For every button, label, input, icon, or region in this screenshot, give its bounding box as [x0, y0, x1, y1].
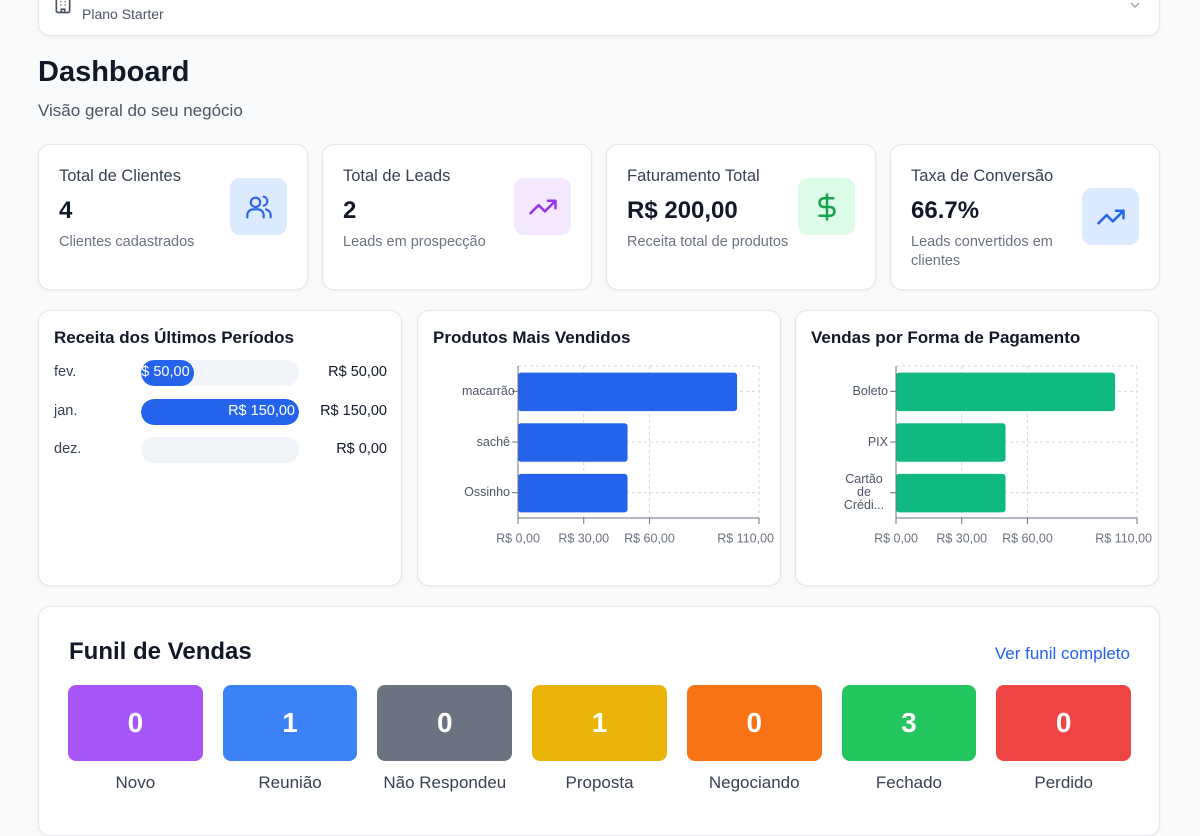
stat-label: Taxa de Conversão [911, 167, 1054, 185]
bar: R$ 150,00 [141, 399, 299, 425]
stat-description: Leads em prospecção [343, 234, 486, 250]
chart-plot: R$ 0,00 R$ 30,00 R$ 60,00 R$ 110,00 [496, 365, 774, 545]
x-tick-label: R$ 110,00 [1095, 531, 1152, 545]
stat-value: 4 [59, 197, 73, 224]
stage-name: Perdido [1034, 773, 1093, 792]
bar-track: R$ 0,00 [141, 437, 299, 463]
stat-label: Total de Clientes [59, 167, 181, 185]
bar: R$ 50,00 [141, 360, 194, 386]
stat-icon [514, 178, 571, 235]
bar [896, 423, 1006, 462]
x-tick-label: R$ 60,00 [624, 531, 675, 545]
stat-value: R$ 200,00 [627, 197, 738, 224]
stat-label: Total de Leads [343, 167, 451, 185]
stat-card: Total de Clientes 4 Clientes cadastrados [38, 144, 308, 290]
chart-plot: R$ 0,00 R$ 30,00 R$ 60,00 R$ 110,00 [874, 365, 1152, 545]
stat-card: Taxa de Conversão 66.7% Leads convertido… [890, 144, 1160, 290]
bar-track: R$ 50,00 [141, 360, 299, 386]
stat-icon [798, 178, 855, 235]
x-tick-label: R$ 30,00 [936, 531, 987, 545]
page: Dashboard {"header": {"plan": "Plano Sta… [38, 0, 1160, 836]
building-icon [55, 0, 71, 14]
stage-name: Fechado [875, 773, 943, 792]
bar [518, 473, 628, 513]
dashboard: Plano Starter Dashboard Visão geral do s… [38, 0, 1160, 836]
stat-label: Faturamento Total [627, 167, 760, 185]
page-subtitle: Visão geral do seu negócio [38, 101, 243, 120]
bar [896, 473, 1006, 513]
stage-count: 0 [686, 685, 822, 761]
category-label: fev. [54, 364, 77, 380]
stage-count: 3 [841, 685, 977, 761]
plan-label: Plano Starter [82, 6, 164, 22]
value-label: R$ 150,00 [320, 403, 387, 419]
bar-value-label: R$ 150,00 [228, 403, 295, 419]
stage-name: Reunião [258, 773, 322, 792]
x-tick-label: R$ 30,00 [558, 531, 609, 545]
stage-count: 0 [68, 685, 203, 761]
funnel-stages: 0 Novo 1 Reunião 0 Não Respondeu 1 Proposta 0 Neg… [68, 685, 1132, 793]
stage-name: Proposta [565, 773, 634, 792]
stat-icon [230, 178, 287, 235]
category-label: Cartão de Crédi... [843, 472, 885, 513]
category-label: jan. [54, 403, 78, 419]
funnel-title: Funil de Vendas [69, 638, 252, 665]
page-title: Dashboard [38, 56, 190, 88]
bar [518, 423, 628, 462]
category-label: Boleto [852, 383, 888, 398]
x-tick-label: R$ 0,00 [874, 531, 918, 545]
x-tick-label: R$ 0,00 [496, 531, 540, 545]
category-label: PIX [867, 434, 888, 449]
category-label: dez. [54, 441, 82, 457]
stat-card: Total de Leads 2 Leads em prospecção [322, 144, 592, 290]
stage-count: 1 [222, 685, 358, 761]
chart-card: Produtos Mais Vendidos R$ 0,00 R$ 30,00 R$ … [417, 310, 781, 586]
stat-icon [1082, 188, 1139, 245]
chevron-icon [1130, 2, 1140, 8]
funnel-stage[interactable]: 1 Reunião [222, 685, 358, 793]
funnel-stage[interactable]: 0 Não Respondeu [377, 685, 513, 793]
bar [896, 372, 1116, 412]
category-label: macarrão [462, 383, 515, 398]
stat-description: Clientes cadastrados [59, 234, 195, 250]
funnel-link[interactable]: Ver funil completo [994, 644, 1130, 663]
stage-name: Não Respondeu [383, 773, 507, 792]
funnel-stage[interactable]: 0 Perdido [996, 685, 1132, 793]
chart-card: Vendas por Forma de Pagamento R$ 0,00 R$ 3… [795, 310, 1159, 586]
funnel-stage[interactable]: 1 Proposta [532, 685, 667, 793]
funnel-stage[interactable]: 0 Negociando [686, 685, 822, 793]
funnel-stage[interactable]: 3 Fechado [841, 685, 977, 793]
chart-title: Produtos Mais Vendidos [433, 328, 631, 347]
stat-description: Receita total de produtos [627, 234, 789, 250]
chart-card: Receita dos Últimos Períodos fev. R$ 50,00… [38, 310, 402, 586]
chart-title: Receita dos Últimos Períodos [54, 328, 294, 347]
x-tick-label: R$ 60,00 [1002, 531, 1053, 545]
account-card[interactable]: Plano Starter [38, 0, 1160, 36]
stage-count: 1 [532, 685, 667, 761]
stage-name: Negociando [708, 773, 800, 792]
x-tick-label: R$ 110,00 [717, 531, 774, 545]
stage-count: 0 [377, 685, 513, 761]
value-label: R$ 50,00 [328, 364, 387, 380]
category-label: Ossinho [464, 485, 510, 500]
bar-value-label: R$ 50,00 [141, 364, 190, 380]
stat-value: 66.7% [911, 197, 980, 224]
stage-name: Novo [115, 773, 156, 792]
category-label: sachê [476, 434, 510, 449]
value-label: R$ 0,00 [336, 441, 387, 457]
funnel-stage[interactable]: 0 Novo [68, 685, 203, 793]
stat-value: 2 [343, 197, 357, 224]
stat-card: Faturamento Total R$ 200,00 Receita tota… [606, 144, 876, 290]
bar [518, 372, 738, 412]
funnel-card: Funil de Vendas Ver funil completo 0 Novo… [38, 606, 1160, 836]
chart-title: Vendas por Forma de Pagamento [811, 328, 1081, 347]
stat-description: Leads convertidos em clientes [911, 234, 1053, 269]
stage-count: 0 [996, 685, 1132, 761]
bar-track: R$ 150,00 [141, 399, 299, 425]
